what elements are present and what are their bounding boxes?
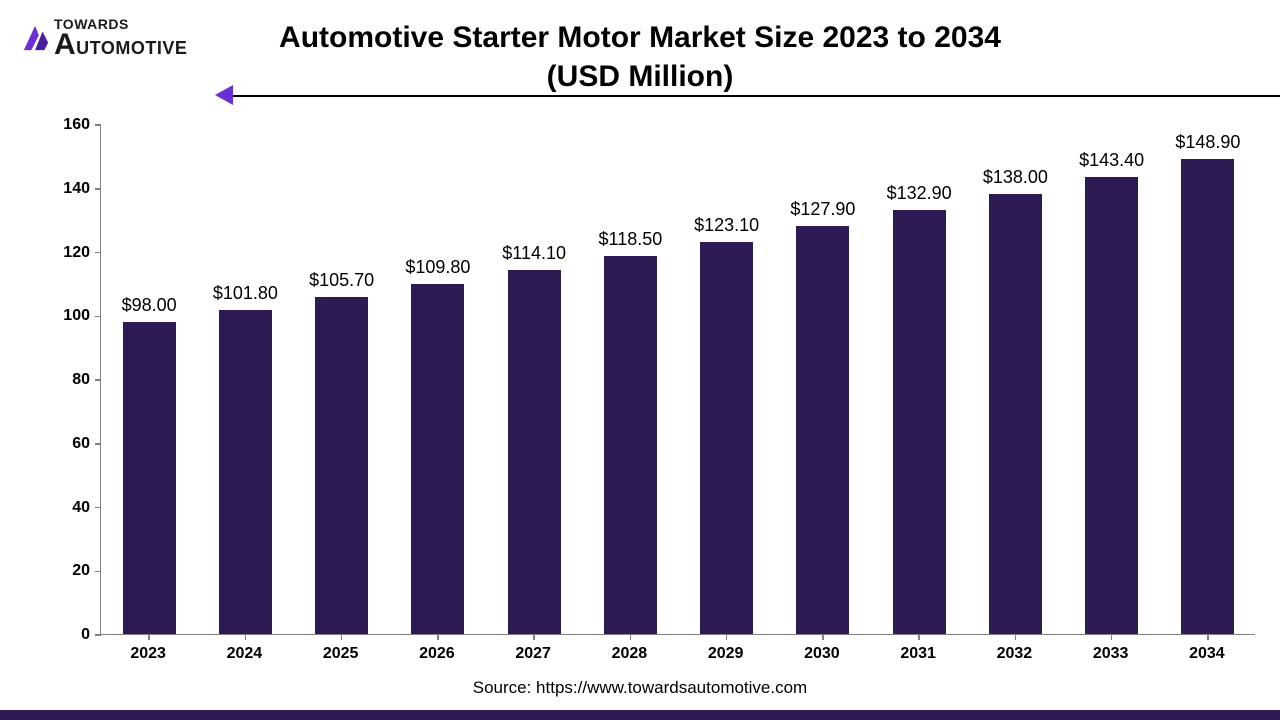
y-axis-label: 160 [63, 116, 90, 134]
x-axis-label: 2025 [323, 645, 359, 663]
bars-container: $98.00 $101.80 $105.70 $109.80 $114.10 $118.5… [101, 125, 1255, 634]
chart-bar: $143.40 [1085, 177, 1138, 634]
y-axis-label: 0 [81, 626, 90, 644]
x-tick [822, 634, 824, 640]
chart-bar: $105.70 [315, 297, 368, 634]
y-axis-label: 120 [63, 244, 90, 262]
chart-bar: $114.10 [508, 270, 561, 634]
x-tick [1015, 634, 1017, 640]
x-tick [533, 634, 535, 640]
y-axis-label: 100 [63, 307, 90, 325]
x-axis-label: 2032 [997, 645, 1033, 663]
bar-value-label: $138.00 [983, 167, 1048, 188]
bar-value-label: $123.10 [694, 215, 759, 236]
decorative-arrow-head-icon [215, 85, 233, 105]
chart-area: $98.00 $101.80 $105.70 $109.80 $114.10 $118.5… [100, 125, 1255, 635]
y-tick [95, 124, 101, 126]
x-axis-label: 2024 [227, 645, 263, 663]
y-tick [95, 379, 101, 381]
chart-bar: $101.80 [219, 310, 272, 634]
x-axis-label: 2029 [708, 645, 744, 663]
y-axis-label: 140 [63, 180, 90, 198]
chart-bar: $132.90 [893, 210, 946, 634]
chart-bar: $127.90 [796, 226, 849, 634]
bar-value-label: $114.10 [502, 243, 566, 264]
bar-value-label: $98.00 [122, 295, 177, 316]
x-tick [148, 634, 150, 640]
source-citation: Source: https://www.towardsautomotive.co… [0, 678, 1280, 698]
y-tick [95, 443, 101, 445]
title-line2: (USD Million) [547, 60, 734, 93]
x-axis-label: 2026 [419, 645, 455, 663]
x-axis-label: 2033 [1093, 645, 1129, 663]
y-tick [95, 188, 101, 190]
bar-value-label: $109.80 [405, 257, 470, 278]
x-axis-label: 2028 [612, 645, 648, 663]
logo-text: TOWARDS AUTOMOTIVE [54, 18, 187, 58]
y-tick [95, 507, 101, 509]
x-tick [1207, 634, 1209, 640]
bar-value-label: $101.80 [213, 283, 278, 304]
y-axis-label: 80 [72, 371, 90, 389]
x-tick [1111, 634, 1113, 640]
chart-bar: $98.00 [123, 322, 176, 634]
x-axis-label: 2027 [515, 645, 551, 663]
x-axis-label: 2030 [804, 645, 840, 663]
brand-logo: TOWARDS AUTOMOTIVE [22, 18, 187, 58]
y-tick [95, 252, 101, 254]
y-tick [95, 634, 101, 636]
y-tick [95, 316, 101, 318]
bar-value-label: $127.90 [790, 199, 855, 220]
x-tick [630, 634, 632, 640]
y-tick [95, 571, 101, 573]
bar-value-label: $132.90 [887, 183, 952, 204]
y-axis-label: 40 [72, 499, 90, 517]
decorative-arrow-line [228, 95, 1280, 97]
chart-bar: $109.80 [411, 284, 464, 634]
chart-bar: $148.90 [1181, 159, 1234, 634]
bar-value-label: $105.70 [309, 270, 374, 291]
chart-bar: $123.10 [700, 242, 753, 634]
bar-value-label: $143.40 [1079, 150, 1144, 171]
logo-mark-icon [22, 24, 50, 52]
y-axis-label: 60 [72, 435, 90, 453]
chart-bar: $118.50 [604, 256, 657, 634]
title-line1: Automotive Starter Motor Market Size 202… [279, 21, 1001, 54]
footer-accent-bar [0, 710, 1280, 720]
y-axis-label: 20 [72, 562, 90, 580]
x-tick [437, 634, 439, 640]
x-tick [245, 634, 247, 640]
x-tick [341, 634, 343, 640]
x-tick [726, 634, 728, 640]
bar-value-label: $148.90 [1175, 132, 1240, 153]
x-axis-label: 2023 [130, 645, 166, 663]
plot-region: $98.00 $101.80 $105.70 $109.80 $114.10 $118.5… [100, 125, 1255, 635]
chart-bar: $138.00 [989, 194, 1042, 634]
bar-value-label: $118.50 [599, 229, 663, 250]
x-axis-label: 2031 [900, 645, 936, 663]
x-axis-label: 2034 [1189, 645, 1225, 663]
x-tick [918, 634, 920, 640]
logo-line2: AUTOMOTIVE [54, 31, 187, 58]
chart-title: Automotive Starter Motor Market Size 202… [0, 0, 1280, 96]
